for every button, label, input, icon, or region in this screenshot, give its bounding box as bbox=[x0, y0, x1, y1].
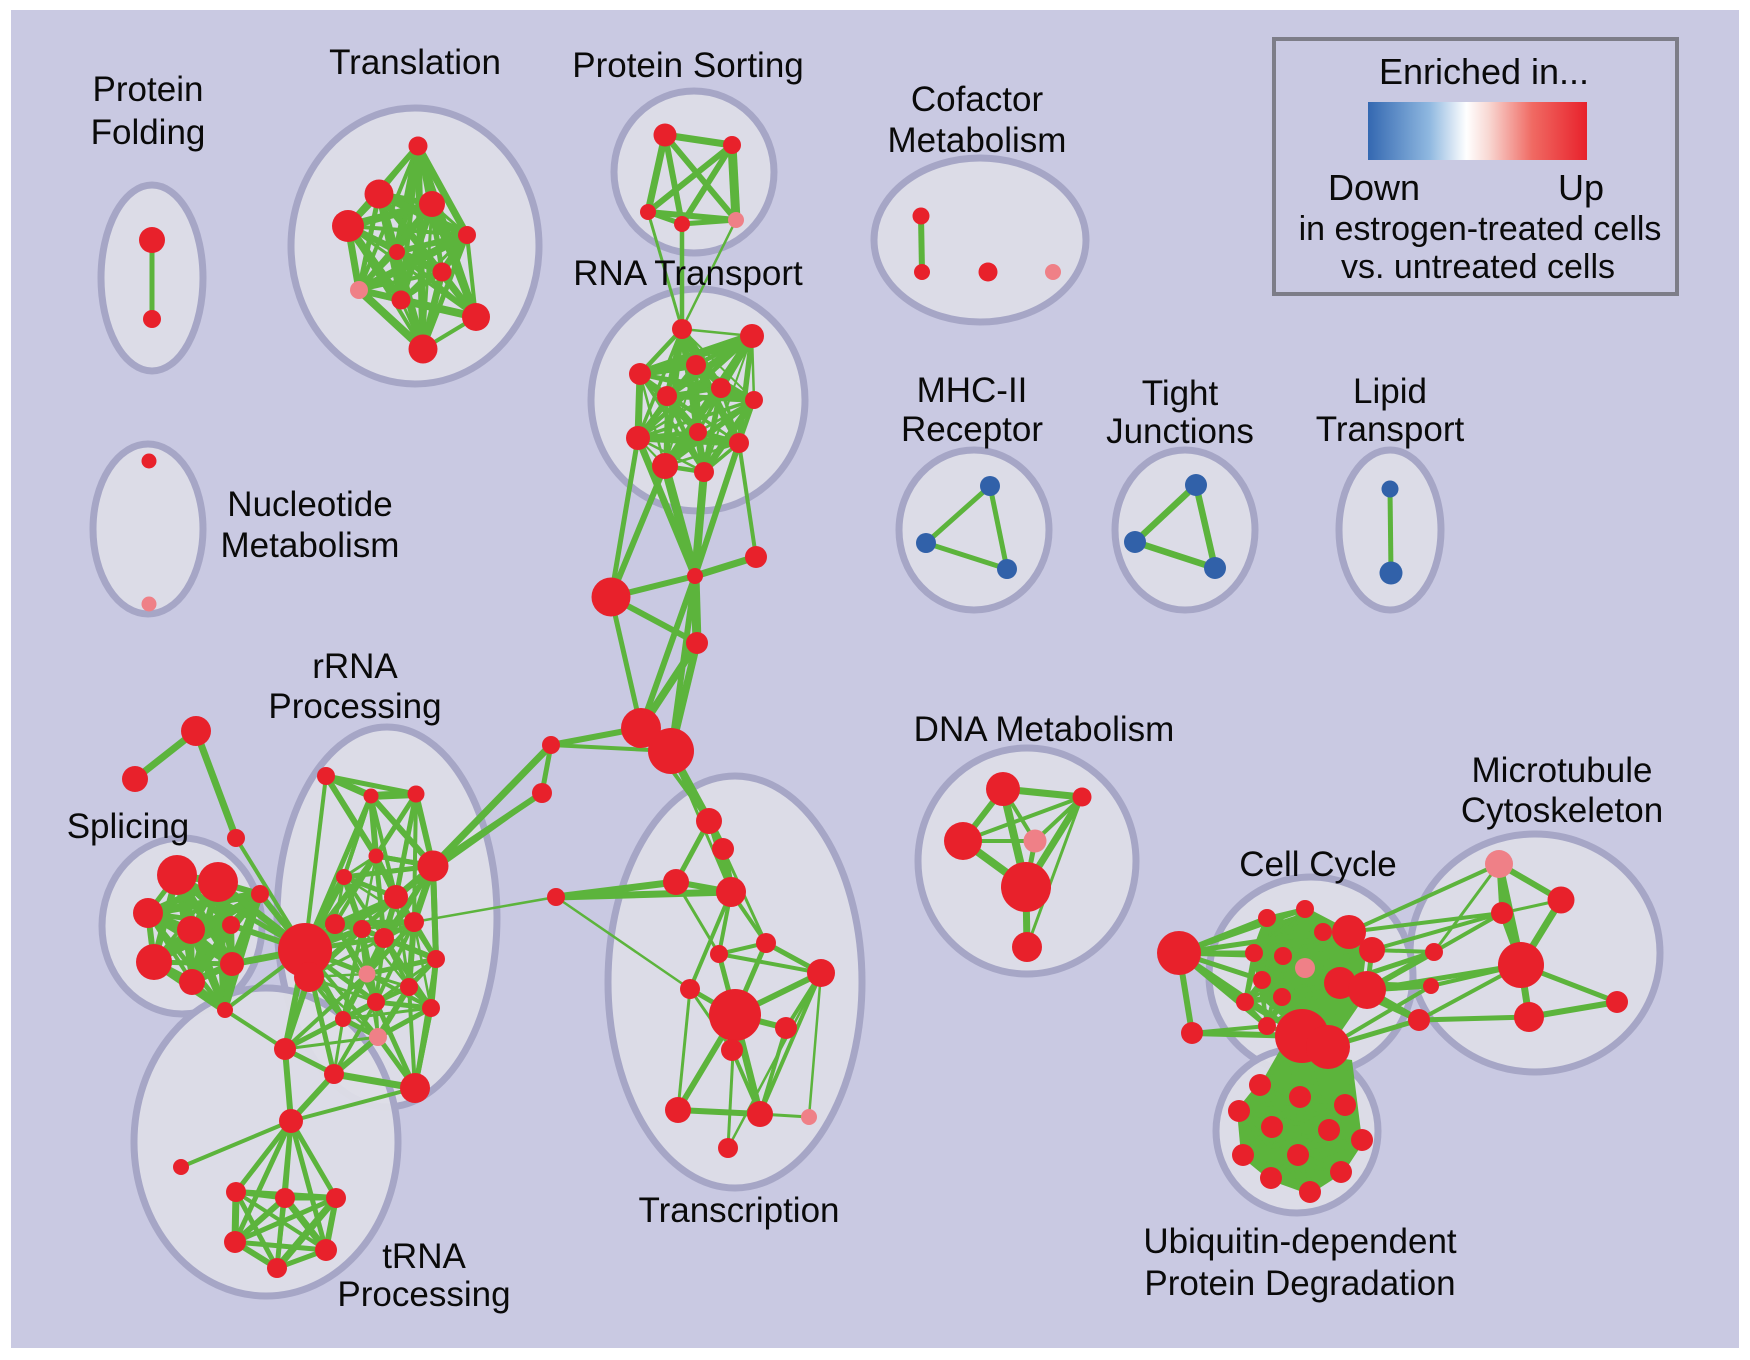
svg-text:Nucleotide: Nucleotide bbox=[227, 485, 392, 524]
svg-text:Cofactor: Cofactor bbox=[911, 80, 1044, 119]
svg-text:Protein Degradation: Protein Degradation bbox=[1144, 1264, 1455, 1303]
svg-text:Down: Down bbox=[1328, 167, 1420, 208]
svg-text:Tight: Tight bbox=[1142, 374, 1219, 413]
svg-text:rRNA: rRNA bbox=[312, 647, 398, 686]
svg-text:Receptor: Receptor bbox=[901, 410, 1043, 449]
svg-text:Cell Cycle: Cell Cycle bbox=[1239, 845, 1397, 884]
svg-text:Transcription: Transcription bbox=[639, 1191, 840, 1230]
svg-text:Processing: Processing bbox=[268, 687, 441, 726]
svg-text:tRNA: tRNA bbox=[382, 1237, 466, 1276]
svg-text:Enriched in...: Enriched in... bbox=[1379, 51, 1589, 92]
svg-text:MHC-II: MHC-II bbox=[917, 371, 1028, 410]
svg-text:Metabolism: Metabolism bbox=[221, 526, 400, 565]
svg-text:Translation: Translation bbox=[329, 43, 501, 82]
svg-text:Transport: Transport bbox=[1316, 410, 1465, 449]
svg-text:vs. untreated cells: vs. untreated cells bbox=[1341, 248, 1615, 286]
svg-text:Splicing: Splicing bbox=[67, 807, 190, 846]
svg-text:Protein: Protein bbox=[93, 70, 204, 109]
svg-text:Folding: Folding bbox=[91, 113, 206, 152]
svg-text:Protein Sorting: Protein Sorting bbox=[572, 46, 804, 85]
svg-text:RNA Transport: RNA Transport bbox=[573, 254, 803, 293]
svg-text:Lipid: Lipid bbox=[1353, 372, 1427, 411]
svg-text:Up: Up bbox=[1558, 167, 1604, 208]
svg-text:Processing: Processing bbox=[337, 1275, 510, 1314]
svg-text:Metabolism: Metabolism bbox=[888, 121, 1067, 160]
svg-text:DNA Metabolism: DNA Metabolism bbox=[914, 710, 1175, 749]
svg-text:in estrogen-treated cells: in estrogen-treated cells bbox=[1299, 210, 1662, 248]
svg-text:Ubiquitin-dependent: Ubiquitin-dependent bbox=[1143, 1222, 1457, 1261]
svg-text:Microtubule: Microtubule bbox=[1472, 751, 1653, 790]
svg-text:Cytoskeleton: Cytoskeleton bbox=[1461, 791, 1663, 830]
svg-text:Junctions: Junctions bbox=[1106, 412, 1254, 451]
